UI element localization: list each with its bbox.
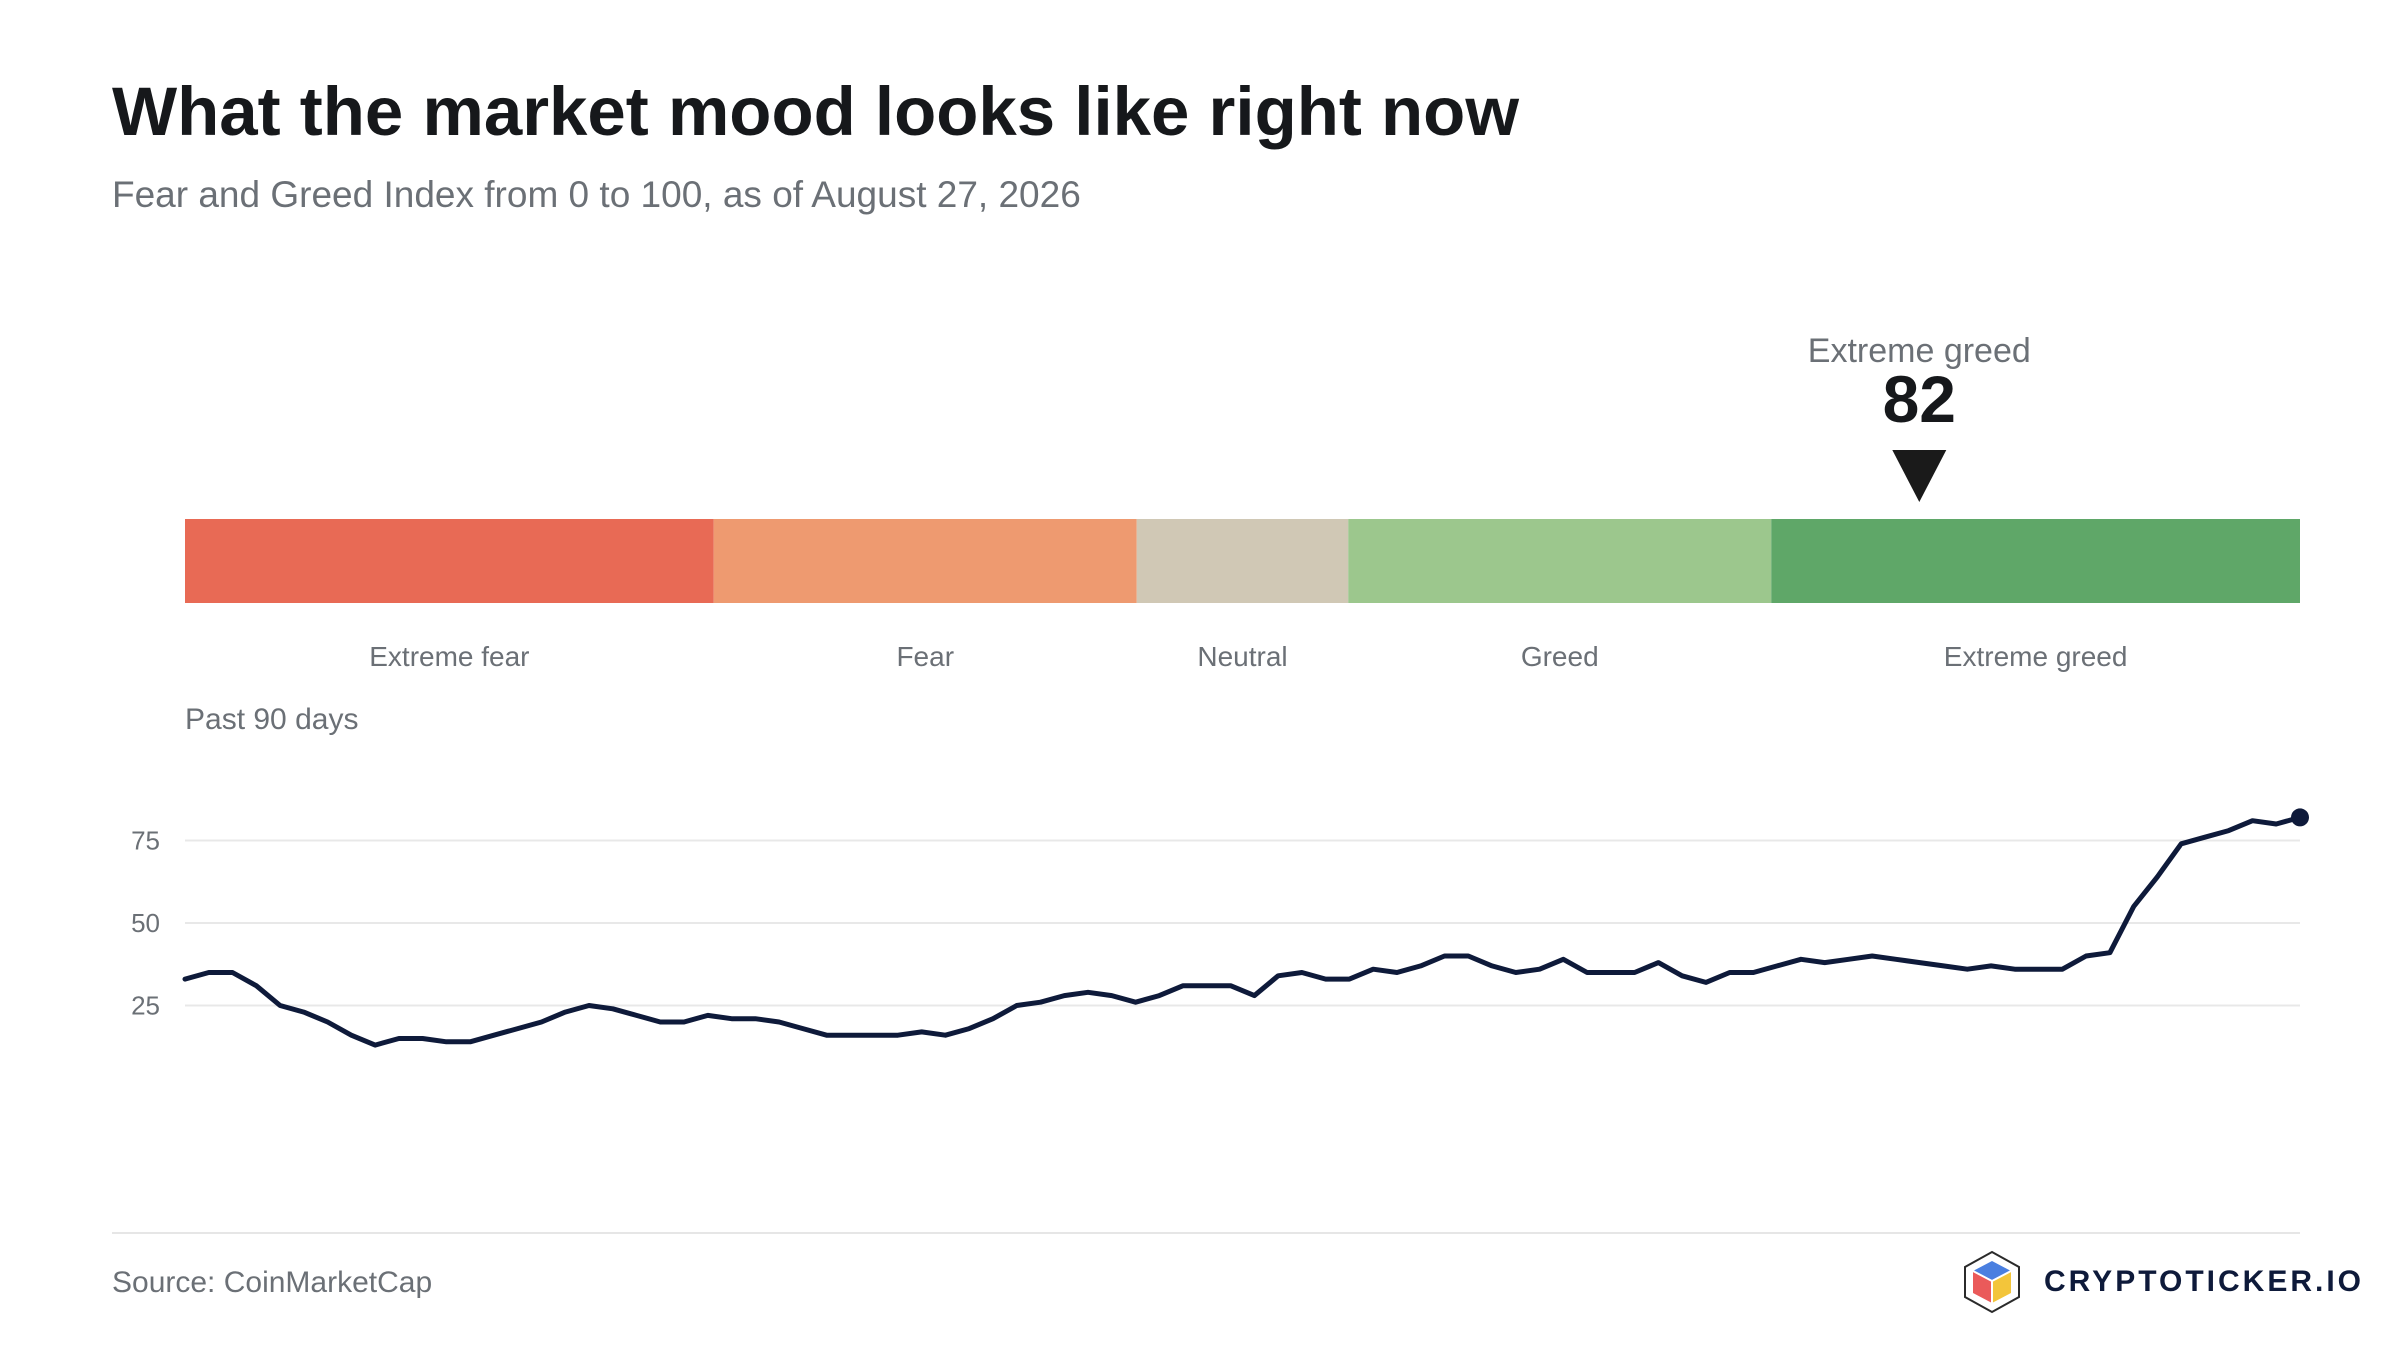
chart-subtitle: Fear and Greed Index from 0 to 100, as o… (112, 174, 1081, 215)
footer-divider (112, 1232, 2300, 1234)
gauge-segment-2 (1136, 519, 1349, 603)
source-note: Source: CoinMarketCap (112, 1266, 433, 1299)
cube-logo-icon (1963, 1250, 2020, 1314)
series-line (182, 814, 2303, 1048)
brand-logo[interactable]: CRYPTOTICKER.IO (1960, 1250, 2364, 1314)
y-tick-label-50: 50 (131, 908, 160, 938)
chart-title: What the market mood looks like right no… (112, 73, 1519, 150)
series-end-marker (2291, 808, 2309, 827)
gauge-value: 82 (1883, 362, 1956, 436)
y-tick-label-25: 25 (131, 991, 160, 1021)
gauge-segment-label-1: Fear (896, 641, 954, 672)
gauge-segment-label-0: Extreme fear (369, 641, 529, 672)
gauge-segment-3 (1348, 519, 1772, 603)
gauge-segment-label-2: Neutral (1197, 641, 1287, 672)
line-chart-label: Past 90 days (185, 703, 358, 736)
y-tick-label-75: 75 (131, 826, 160, 856)
gauge-segment-1 (713, 519, 1137, 603)
gauge-segment-4 (1771, 519, 2300, 603)
gauge-segment-0 (185, 519, 714, 603)
gauge-segment-label-4: Extreme greed (1944, 641, 2128, 672)
brand-name: CRYPTOTICKER.IO (2043, 1265, 2364, 1298)
gauge-value-label: Extreme greed (1808, 332, 2031, 370)
gauge-pointer (1892, 450, 1947, 502)
gauge-segment-label-3: Greed (1521, 641, 1599, 672)
